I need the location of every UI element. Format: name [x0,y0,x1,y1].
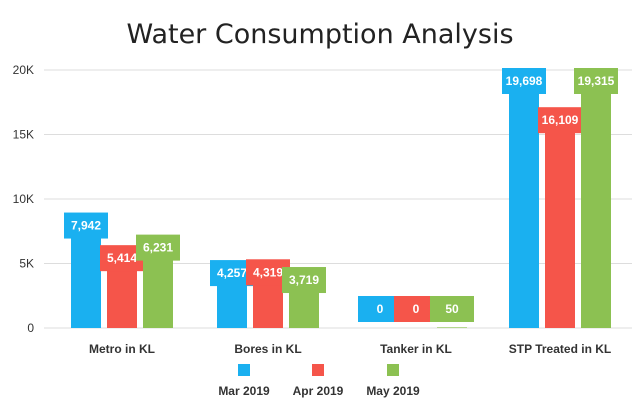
data-label: 6,231 [143,241,173,255]
x-axis-ticks: Metro in KL Bores in KL Tanker in KL STP Tr… [89,342,611,356]
bar-group: 19,698 16,109 19,315 [502,68,618,328]
legend-swatch [387,364,399,376]
data-label-box [430,296,474,322]
data-label-box [502,68,546,94]
y-tick-label: 0 [27,321,34,335]
y-tick-label: 10K [13,192,34,206]
data-label-box [538,107,582,134]
bar-group: 0 0 50 [358,296,474,328]
x-tick-label: Bores in KL [234,342,301,356]
data-label: 50 [445,302,459,316]
data-label: 4,319 [253,265,283,279]
data-label: 0 [377,302,384,316]
legend-swatch [238,364,250,376]
legend: Mar 2019 Apr 2019 May 2019 [218,364,420,398]
legend-item: Mar 2019 [218,364,270,398]
bar-group: 7,942 5,414 6,231 [64,212,180,328]
y-tick-label: 5K [19,257,34,271]
y-tick-label: 15K [13,128,34,142]
data-label: 0 [413,302,420,316]
data-label: 5,414 [107,251,137,265]
data-label-box [136,234,180,261]
y-tick-label: 20K [13,63,34,77]
y-axis-ticks: 0 5K 10K 15K 20K [13,63,35,335]
data-label: 4,257 [217,266,247,280]
data-label-box [282,267,326,294]
legend-item: May 2019 [366,364,420,398]
bars: 7,942 5,414 6,231 4,257 4,319 3,719 0 0 50 19,698… [64,68,618,328]
bar [437,327,467,328]
bar [581,78,611,328]
x-tick-label: Metro in KL [89,342,155,356]
data-label: 3,719 [289,273,319,287]
bar-group: 4,257 4,319 3,719 [210,259,326,328]
data-label: 19,698 [506,74,543,88]
legend-label: Mar 2019 [218,384,270,398]
x-tick-label: Tanker in KL [380,342,452,356]
bar [143,247,173,328]
data-label-box [574,68,618,94]
bar [71,225,101,328]
legend-label: Apr 2019 [293,384,344,398]
bar [545,120,575,328]
data-label: 19,315 [578,74,615,88]
data-label: 16,109 [542,113,579,127]
legend-swatch [312,364,324,376]
legend-label: May 2019 [366,384,420,398]
x-tick-label: STP Treated in KL [509,342,611,356]
data-label-box [64,212,108,239]
legend-item: Apr 2019 [293,364,344,398]
bar [509,73,539,328]
chart-title: Water Consumption Analysis [126,19,513,50]
data-label: 7,942 [71,219,101,233]
